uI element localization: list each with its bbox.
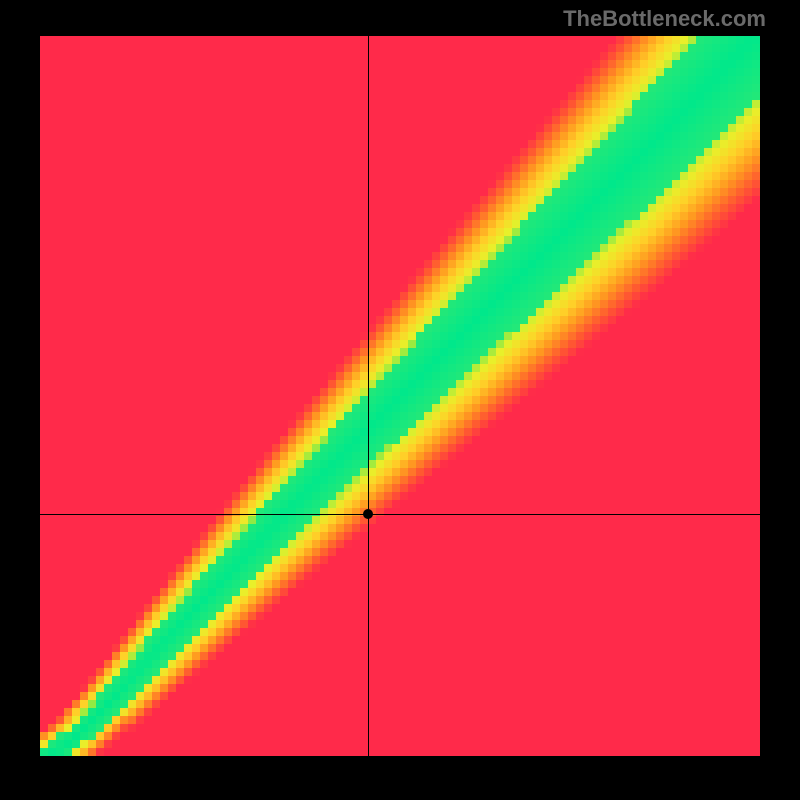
chart-container: TheBottleneck.com — [0, 0, 800, 800]
crosshair-vertical — [368, 36, 369, 756]
crosshair-horizontal — [40, 514, 760, 515]
heatmap-canvas — [40, 36, 760, 756]
watermark-text: TheBottleneck.com — [563, 6, 766, 32]
marker-dot — [363, 509, 373, 519]
plot-area — [40, 36, 760, 756]
